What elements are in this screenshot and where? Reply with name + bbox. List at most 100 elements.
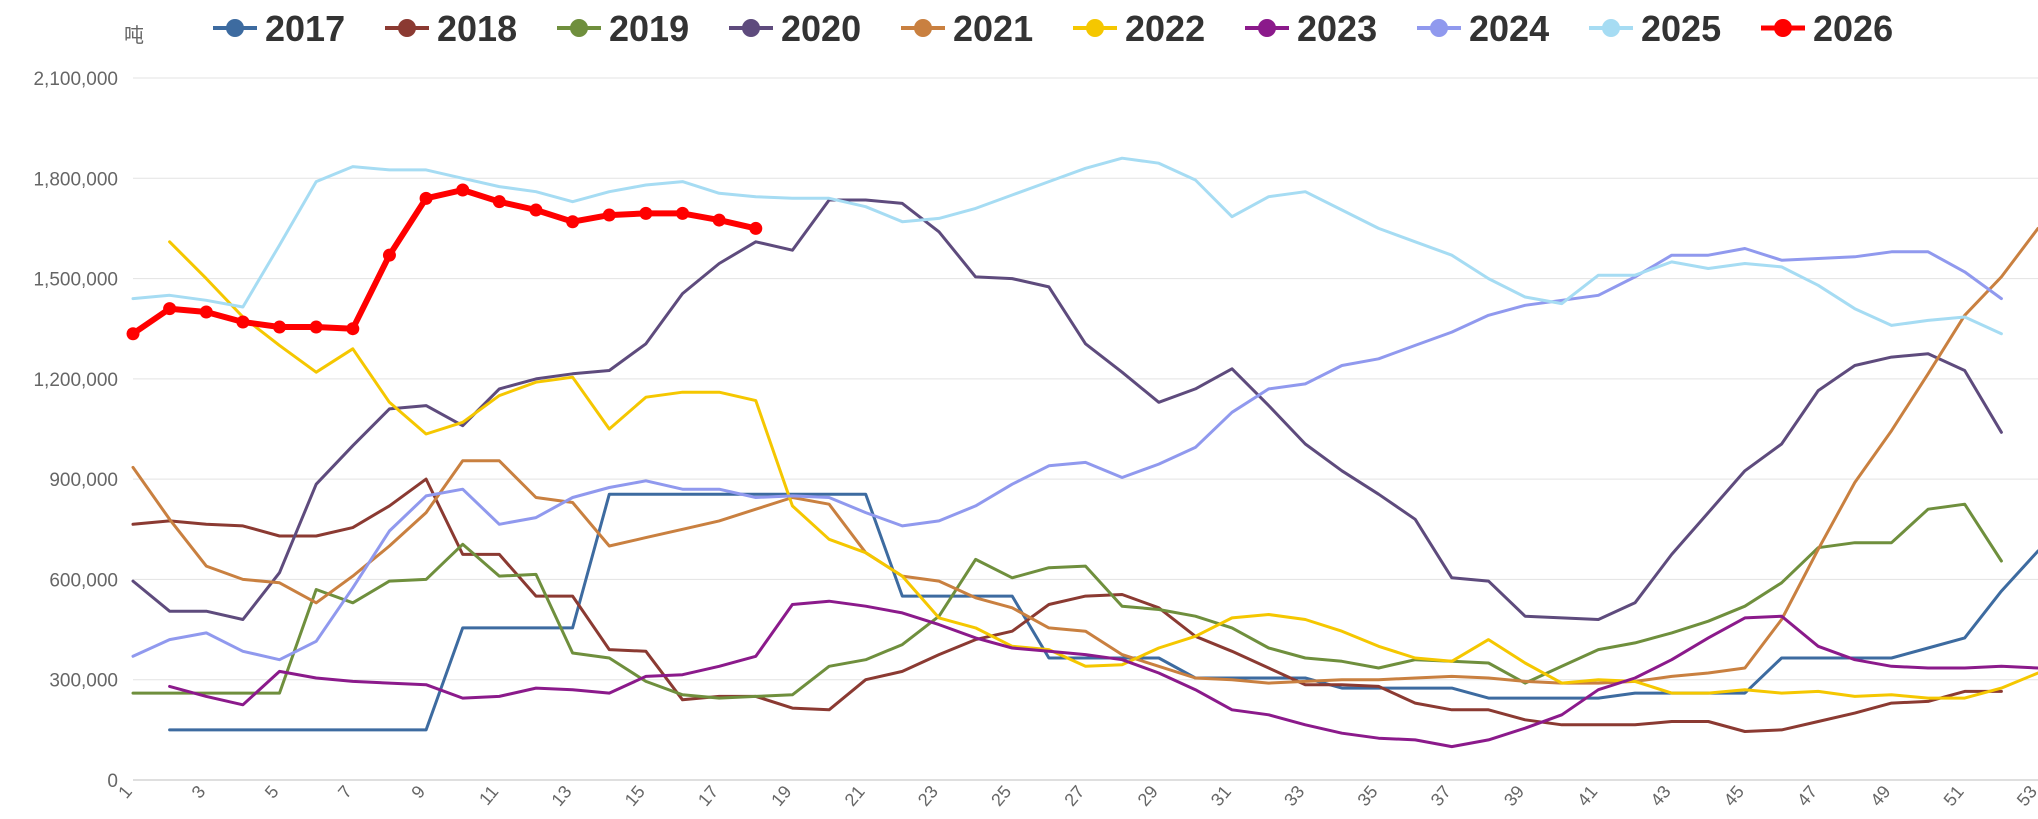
legend-swatch-marker (570, 19, 588, 37)
legend-label: 2022 (1125, 8, 1205, 49)
series-2026-point (382, 248, 396, 262)
x-tick-label: 19 (767, 782, 795, 810)
x-tick-label: 47 (1793, 782, 1821, 810)
series-2022 (168, 240, 2038, 700)
y-tick-label: 900,000 (49, 470, 118, 491)
x-tick-label: 9 (407, 782, 429, 803)
x-tick-label: 31 (1207, 782, 1235, 810)
x-tick-label: 33 (1280, 782, 1308, 810)
series-2026-point (602, 208, 616, 222)
legend-item-2025[interactable]: 2025 (1589, 8, 1721, 49)
legend-swatch-marker (1774, 19, 1792, 37)
legend-label: 2017 (265, 8, 345, 49)
legend-item-2023[interactable]: 2023 (1245, 8, 1377, 49)
legend-label: 2020 (781, 8, 861, 49)
series-2026-point (456, 183, 470, 197)
legend-swatch-marker (1258, 19, 1276, 37)
x-tick-label: 7 (334, 782, 356, 803)
y-axis-ticks: 0 300,000 600,000 900,000 1,200,000 1,500,000… (33, 69, 118, 792)
series-2020 (131, 198, 2003, 621)
y-tick-label: 0 (107, 771, 118, 792)
series-2019-line (131, 502, 2003, 700)
legend-swatch-marker (1602, 19, 1620, 37)
y-tick-label: 300,000 (49, 671, 118, 692)
series-2026-point (639, 206, 653, 220)
x-tick-label: 41 (1573, 782, 1601, 810)
x-tick-label: 49 (1866, 782, 1894, 810)
legend-label: 2023 (1297, 8, 1377, 49)
y-unit-label: 吨 (124, 23, 144, 47)
x-tick-label: 5 (261, 782, 283, 803)
x-tick-label: 15 (621, 782, 649, 810)
series-2026-point (199, 305, 213, 319)
x-tick-label: 25 (987, 782, 1015, 810)
x-tick-label: 29 (1134, 782, 1162, 810)
x-tick-label: 39 (1500, 782, 1528, 810)
x-tick-label: 45 (1720, 782, 1748, 810)
legend-label: 2024 (1469, 8, 1549, 49)
series-2020-line (131, 198, 2003, 621)
y-tick-label: 2,100,000 (33, 69, 118, 90)
series-2026-point (273, 320, 287, 334)
series-2023 (168, 599, 2038, 749)
series-2025 (131, 156, 2003, 336)
series-2021 (131, 226, 2038, 685)
x-tick-label: 1 (114, 782, 136, 803)
series-2026-point (419, 191, 433, 205)
legend-item-2020[interactable]: 2020 (729, 8, 861, 49)
legend-swatch-marker (1086, 19, 1104, 37)
legend-label: 2019 (609, 8, 689, 49)
x-tick-label: 27 (1060, 782, 1088, 810)
x-tick-label: 37 (1427, 782, 1455, 810)
series-2018-line (131, 477, 2003, 733)
legend-swatch-marker (398, 19, 416, 37)
legend-item-2024[interactable]: 2024 (1417, 8, 1549, 49)
series-2026-line (130, 187, 759, 337)
x-tick-label: 51 (1940, 782, 1968, 810)
y-tick-label: 1,500,000 (33, 270, 118, 291)
legend-label: 2025 (1641, 8, 1721, 49)
series-2019 (131, 502, 2003, 700)
series-2026-point (566, 215, 580, 229)
series-2026-point (346, 322, 360, 336)
legend-item-2019[interactable]: 2019 (557, 8, 689, 49)
x-tick-label: 13 (547, 782, 575, 810)
legend-item-2021[interactable]: 2021 (901, 8, 1033, 49)
series-2024-line (131, 247, 2003, 662)
legend-label: 2026 (1813, 8, 1893, 49)
legend-item-2026[interactable]: 2026 (1761, 8, 1893, 49)
legend-item-2022[interactable]: 2022 (1073, 8, 1205, 49)
x-tick-label: 53 (2013, 782, 2038, 810)
legend-swatch-marker (1430, 19, 1448, 37)
series-2026-point (492, 195, 506, 209)
x-tick-label: 23 (914, 782, 942, 810)
series-2026 (126, 183, 763, 341)
x-tick-label: 21 (841, 782, 869, 810)
series-2024 (131, 247, 2003, 662)
series-2026-point (712, 213, 726, 227)
series-2018 (131, 477, 2003, 733)
series-2026-point (309, 320, 323, 334)
legend-label: 2021 (953, 8, 1033, 49)
series-2026-point (529, 203, 543, 217)
x-axis-ticks: 1 3 5 7 9 11 13 15 17 19 21 23 25 27 29 31 33 35 37 39 41 43 4… (114, 782, 2038, 810)
series-2026-point (749, 221, 763, 235)
series-2021-line (131, 226, 2038, 685)
series-lines (126, 156, 2038, 749)
y-tick-label: 1,800,000 (33, 169, 118, 190)
series-2026-point (236, 315, 250, 329)
y-tick-label: 600,000 (49, 570, 118, 591)
x-tick-label: 35 (1353, 782, 1381, 810)
series-2026-point (126, 327, 140, 341)
x-tick-label: 3 (188, 782, 210, 803)
x-tick-label: 43 (1647, 782, 1675, 810)
x-tick-label: 17 (694, 782, 722, 810)
legend-item-2017[interactable]: 2017 (213, 8, 345, 49)
y-tick-label: 1,200,000 (33, 370, 118, 391)
series-2022-line (168, 240, 2038, 700)
series-2026-point (163, 302, 177, 316)
legend[interactable]: 2017 2018 2019 2020 2021 2022 2023 2024 2025 2026 (213, 8, 1893, 49)
legend-item-2018[interactable]: 2018 (385, 8, 517, 49)
